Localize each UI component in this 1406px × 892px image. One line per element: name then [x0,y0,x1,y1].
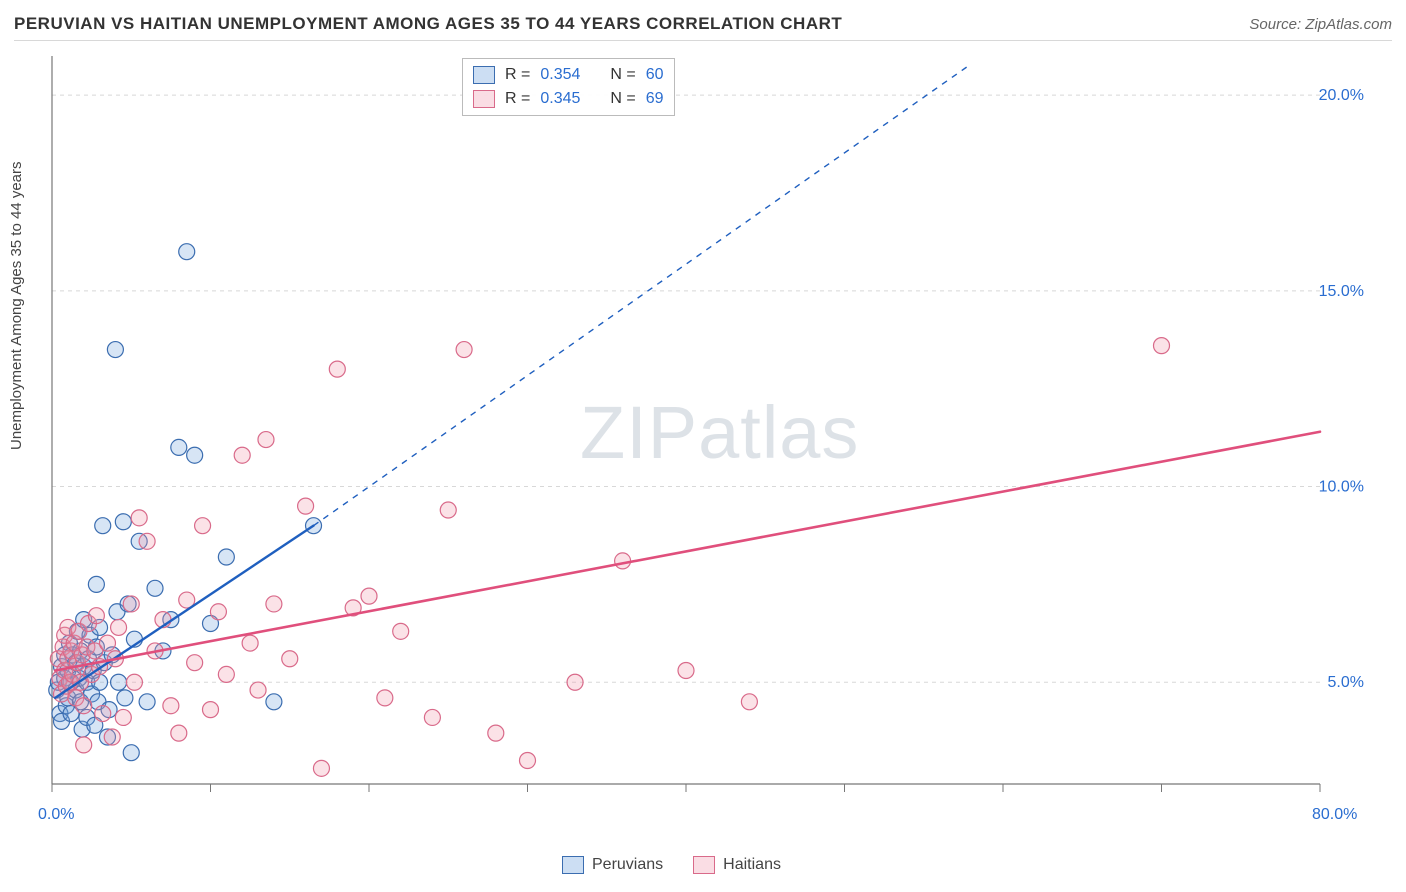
data-point [88,608,104,624]
data-point [615,553,631,569]
scatter-plot: 5.0% 10.0% 15.0% 20.0% [46,52,1380,832]
data-point [678,662,694,678]
data-point [195,518,211,534]
legend-stat-row-haitians: R = 0.345 N = 69 [473,87,664,111]
legend-item-peruvians: Peruvians [562,856,663,874]
data-point [95,706,111,722]
r-value: 0.354 [540,66,580,84]
data-point [282,651,298,667]
data-point [567,674,583,690]
data-point [123,745,139,761]
swatch-icon [693,856,715,874]
legend-label: Peruvians [592,856,663,874]
y-tick-label: 10.0% [1319,479,1364,496]
data-point [250,682,266,698]
data-point [234,447,250,463]
y-axis-label: Unemployment Among Ages 35 to 44 years [8,161,25,450]
data-point [377,690,393,706]
data-point [520,753,536,769]
data-point [456,342,472,358]
data-point [393,623,409,639]
data-point [361,588,377,604]
data-point [1154,338,1170,354]
data-point [179,244,195,260]
data-point [171,439,187,455]
data-point [123,596,139,612]
source-prefix: Source: [1249,16,1305,33]
source-link[interactable]: ZipAtlas.com [1305,16,1392,33]
data-point [258,432,274,448]
data-point [171,725,187,741]
data-point [313,760,329,776]
swatch-icon [562,856,584,874]
data-point [187,447,203,463]
series-peruvians [49,244,322,761]
data-point [95,518,111,534]
data-point [139,694,155,710]
data-point [266,694,282,710]
y-tick-label: 20.0% [1319,87,1364,104]
data-point [139,533,155,549]
data-point [76,698,92,714]
legend-label: Haitians [723,856,781,874]
data-point [88,576,104,592]
n-label: N = [610,66,635,84]
data-point [111,674,127,690]
data-point [76,737,92,753]
data-point [266,596,282,612]
data-point [187,655,203,671]
n-value: 60 [646,66,664,84]
data-point [147,580,163,596]
trend-extrapolation-peruvians [314,64,972,526]
data-point [488,725,504,741]
data-point [104,729,120,745]
source-attribution: Source: ZipAtlas.com [1249,16,1392,33]
data-point [242,635,258,651]
data-point [218,549,234,565]
data-point [99,635,115,651]
data-point [218,666,234,682]
data-point [111,619,127,635]
data-point [131,510,147,526]
trend-line-haitians [55,432,1320,671]
series-legend: Peruvians Haitians [562,856,781,874]
x-end-label: 80.0% [1312,806,1357,824]
n-value: 69 [646,90,664,108]
data-point [440,502,456,518]
legend-stat-row-peruvians: R = 0.354 N = 60 [473,63,664,87]
x-origin-label: 0.0% [38,806,74,824]
swatch-icon [473,90,495,108]
r-label: R = [505,66,530,84]
legend-item-haitians: Haitians [693,856,781,874]
data-point [210,604,226,620]
chart-title: PERUVIAN VS HAITIAN UNEMPLOYMENT AMONG A… [14,14,842,34]
header: PERUVIAN VS HAITIAN UNEMPLOYMENT AMONG A… [14,14,1392,41]
data-point [741,694,757,710]
data-point [163,698,179,714]
data-point [424,709,440,725]
data-point [203,702,219,718]
n-label: N = [610,90,635,108]
swatch-icon [473,66,495,84]
correlation-legend: R = 0.354 N = 60 R = 0.345 N = 69 [462,58,675,116]
data-point [117,690,133,706]
data-point [298,498,314,514]
data-point [115,514,131,530]
data-point [107,342,123,358]
data-point [329,361,345,377]
data-point [115,709,131,725]
y-tick-label: 15.0% [1319,283,1364,300]
y-tick-label: 5.0% [1328,674,1364,691]
r-label: R = [505,90,530,108]
data-point [126,674,142,690]
r-value: 0.345 [540,90,580,108]
